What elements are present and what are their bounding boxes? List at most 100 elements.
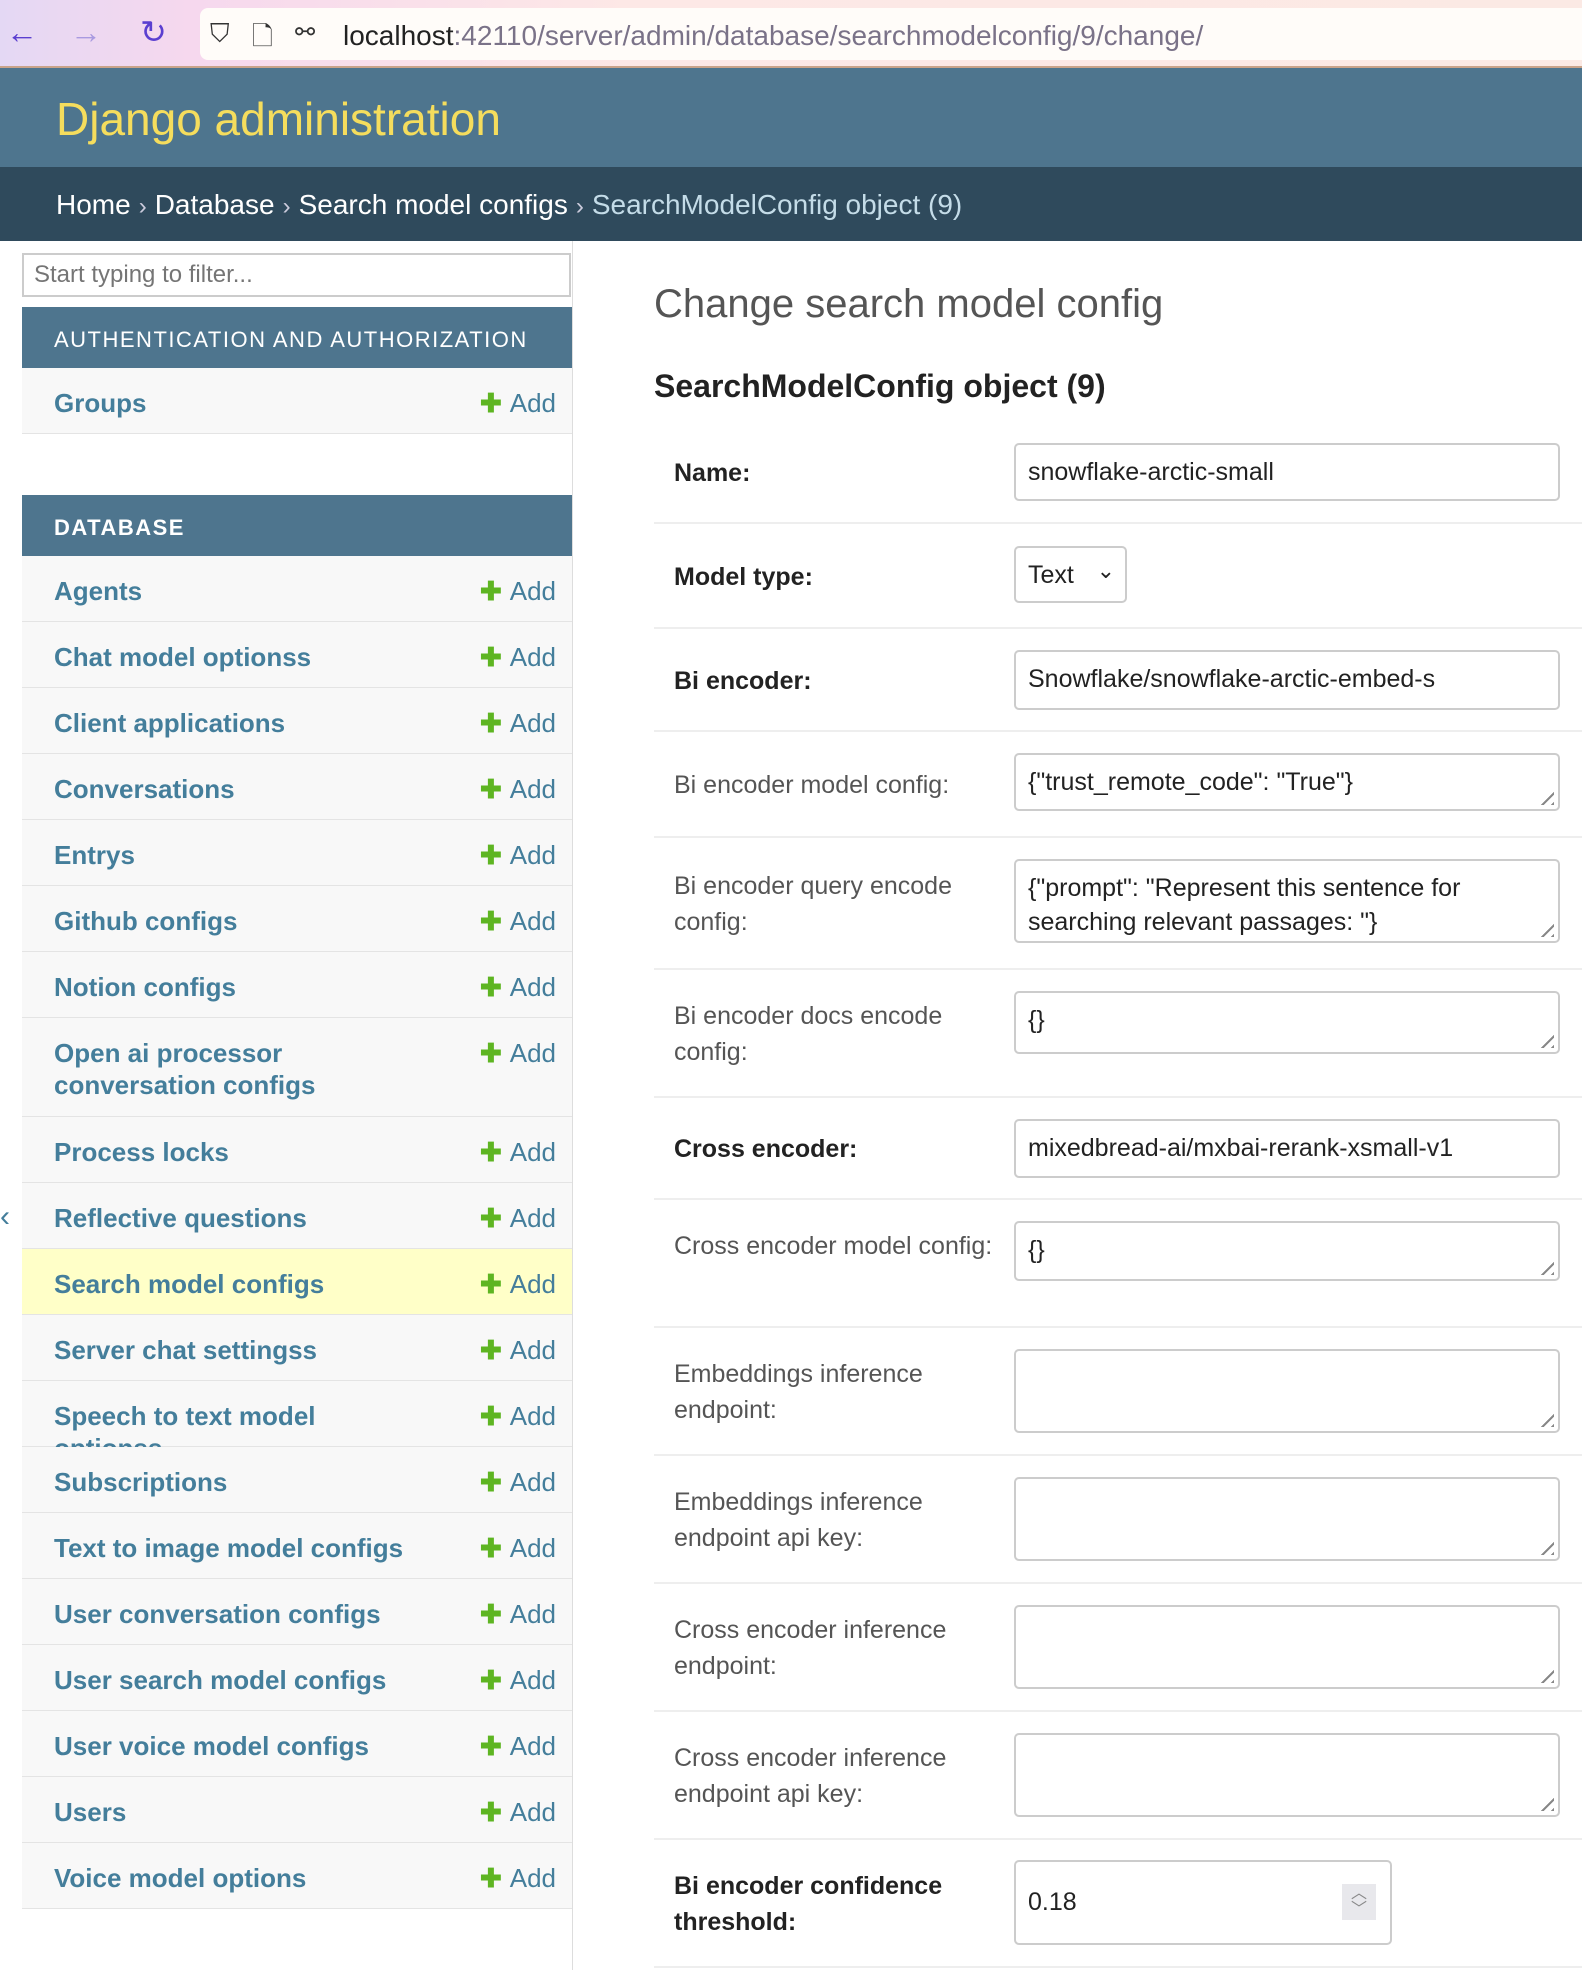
field-row-bi-encoder-docs-encode-config: Bi encoder docs encode config: {}: [654, 970, 1582, 1098]
add-open-ai-processor-conversation-configs-button[interactable]: ✚ Add: [480, 1037, 556, 1069]
add-conversations-button[interactable]: ✚ Add: [480, 773, 556, 805]
cross-encoder-input[interactable]: mixedbread-ai/mxbai-rerank-xsmall-v1: [1014, 1119, 1560, 1178]
breadcrumb-home[interactable]: Home: [56, 189, 131, 220]
breadcrumb-search-model-configs[interactable]: Search model configs: [298, 189, 568, 220]
sidebar-item-link[interactable]: User conversation configs: [54, 1599, 381, 1629]
embeddings-inference-endpoint-textarea[interactable]: [1014, 1349, 1560, 1433]
resize-handle-icon[interactable]: [1534, 785, 1554, 805]
bi-encoder-model-config-textarea[interactable]: {"trust_remote_code": "True"}: [1014, 753, 1560, 811]
add-chat-model-optionss-button[interactable]: ✚ Add: [480, 641, 556, 673]
add-speech-to-text-model-optionss-button[interactable]: ✚ Add: [480, 1400, 556, 1432]
sidebar-item-link[interactable]: Text to image model configs: [54, 1533, 404, 1563]
sidebar-item-link[interactable]: Users: [54, 1797, 127, 1827]
plus-icon: ✚: [479, 1731, 502, 1761]
forward-icon[interactable]: →: [70, 14, 102, 50]
sidebar-item-link[interactable]: Process locks: [54, 1137, 229, 1167]
resize-handle-icon[interactable]: [1534, 917, 1554, 937]
cross-encoder-inference-endpoint-textarea[interactable]: [1014, 1605, 1560, 1689]
resize-handle-icon[interactable]: [1534, 1535, 1554, 1555]
sidebar-item-link[interactable]: Entrys: [54, 840, 135, 870]
add-search-model-configs-button[interactable]: ✚ Add: [480, 1268, 556, 1300]
sidebar-filter-input[interactable]: [22, 253, 571, 297]
sidebar-item-link[interactable]: Subscriptions: [54, 1467, 228, 1497]
add-github-configs-button[interactable]: ✚ Add: [480, 905, 556, 937]
sidebar-item-link[interactable]: Chat model optionss: [54, 642, 312, 672]
section-caption-authentication-and-authorization[interactable]: AUTHENTICATION AND AUTHORIZATION: [22, 307, 572, 368]
sidebar-item-link[interactable]: Open ai processor conversation configs: [54, 1038, 316, 1100]
resize-handle-icon[interactable]: [1534, 1791, 1554, 1811]
resize-handle-icon[interactable]: [1534, 1407, 1554, 1427]
add-users-button[interactable]: ✚ Add: [480, 1796, 556, 1828]
breadcrumb-database[interactable]: Database: [154, 189, 275, 220]
sidebar-item-link[interactable]: Client applications: [54, 708, 286, 738]
sidebar-item-link[interactable]: Github configs: [54, 906, 238, 936]
bi-encoder-docs-encode-config-textarea[interactable]: {}: [1014, 991, 1560, 1054]
sidebar-item-notion-configs: Notion configs ✚ Add: [22, 952, 572, 1018]
resize-handle-icon[interactable]: [1534, 1028, 1554, 1048]
add-notion-configs-button[interactable]: ✚ Add: [480, 971, 556, 1003]
add-label: Add: [509, 774, 556, 804]
resize-handle-icon[interactable]: [1534, 1255, 1554, 1275]
add-subscriptions-button[interactable]: ✚ Add: [480, 1466, 556, 1498]
resize-handle-icon[interactable]: [1534, 1663, 1554, 1683]
add-user-voice-model-configs-button[interactable]: ✚ Add: [480, 1730, 556, 1762]
breadcrumb-separator: ›: [138, 193, 147, 220]
add-label: Add: [509, 708, 556, 738]
sidebar-item-link[interactable]: Notion configs: [54, 972, 236, 1002]
breadcrumb: Home › Database › Search model configs › Searc…: [0, 167, 1582, 241]
add-label: Add: [509, 1797, 556, 1827]
field-row-bi-encoder-model-config: Bi encoder model config: {"trust_remote_c…: [654, 732, 1582, 838]
add-reflective-questions-button[interactable]: ✚ Add: [480, 1202, 556, 1234]
sidebar-item-link[interactable]: Search model configs: [54, 1269, 325, 1299]
reload-icon[interactable]: ↻: [140, 14, 167, 50]
sidebar-item-link[interactable]: Reflective questions: [54, 1203, 307, 1233]
bi-encoder-input[interactable]: Snowflake/snowflake-arctic-embed-s: [1014, 650, 1560, 710]
add-user-conversation-configs-button[interactable]: ✚ Add: [480, 1598, 556, 1630]
add-user-search-model-configs-button[interactable]: ✚ Add: [480, 1664, 556, 1696]
name-input[interactable]: snowflake-arctic-small: [1014, 443, 1560, 501]
embeddings-inference-endpoint-api-key-textarea[interactable]: [1014, 1477, 1560, 1561]
sidebar-item-link[interactable]: Agents: [54, 576, 143, 606]
sidebar-item-link[interactable]: Conversations: [54, 774, 235, 804]
plus-icon: ✚: [479, 642, 502, 672]
add-label: Add: [509, 906, 556, 936]
plus-icon: ✚: [479, 840, 502, 870]
field-row-cross-encoder-model-config: Cross encoder model config: {}: [654, 1200, 1582, 1328]
sidebar-item-link[interactable]: Voice model options: [54, 1863, 307, 1893]
label-cross-encoder-inference-endpoint: Cross encoder inference endpoint:: [674, 1616, 947, 1680]
site-title[interactable]: Django administration: [56, 93, 501, 145]
address-bar[interactable]: ⛉ 🗋 ⚯ localhost:42110/server/admin/datab…: [200, 8, 1582, 60]
add-text-to-image-model-configs-button[interactable]: ✚ Add: [480, 1532, 556, 1564]
permissions-icon[interactable]: ⚯: [295, 19, 316, 46]
cross-encoder-model-config-textarea[interactable]: {}: [1014, 1221, 1560, 1281]
model-type-select[interactable]: Text ⌄: [1014, 546, 1127, 603]
add-client-applications-button[interactable]: ✚ Add: [480, 707, 556, 739]
spinner-icon[interactable]: ︿ ﹀: [1342, 1884, 1376, 1920]
label-bi-encoder-docs-encode-config: Bi encoder docs encode config:: [674, 1002, 943, 1066]
label-bi-encoder-query-encode-config: Bi encoder query encode config:: [674, 872, 952, 936]
add-agents-button[interactable]: ✚ Add: [480, 575, 556, 607]
add-label: Add: [509, 1731, 556, 1761]
collapse-sidebar-icon[interactable]: ‹: [0, 1200, 10, 1233]
browser-toolbar: ← → ↻ ⛉ 🗋 ⚯ localhost:42110/server/admin…: [0, 0, 1582, 68]
label-bi-encoder-confidence-threshold: Bi encoder confidence threshold:: [674, 1872, 943, 1936]
section-caption-database[interactable]: DATABASE: [22, 495, 572, 556]
sidebar-item-link[interactable]: Server chat settingss: [54, 1335, 318, 1365]
sidebar-item-client-applications: Client applications ✚ Add: [22, 688, 572, 754]
bi-encoder-query-encode-config-textarea[interactable]: {"prompt": "Represent this sentence for …: [1014, 859, 1560, 943]
shield-icon[interactable]: ⛉: [210, 18, 230, 48]
back-icon[interactable]: ←: [6, 14, 38, 50]
add-label: Add: [509, 1665, 556, 1695]
sidebar-item-reflective-questions: Reflective questions ✚ Add: [22, 1183, 572, 1249]
url-text[interactable]: localhost:42110/server/admin/database/se…: [343, 20, 1203, 52]
add-voice-model-options-button[interactable]: ✚ Add: [480, 1862, 556, 1894]
add-entrys-button[interactable]: ✚ Add: [480, 839, 556, 871]
cross-encoder-inference-endpoint-api-key-textarea[interactable]: [1014, 1733, 1560, 1817]
add-process-locks-button[interactable]: ✚ Add: [480, 1136, 556, 1168]
add-server-chat-settingss-button[interactable]: ✚ Add: [480, 1334, 556, 1366]
sidebar-item-link[interactable]: User voice model configs: [54, 1731, 369, 1761]
sidebar-item-link[interactable]: User search model configs: [54, 1665, 387, 1695]
sidebar-item-link[interactable]: Groups: [54, 388, 147, 418]
bi-encoder-confidence-threshold-input[interactable]: 0.18 ︿ ﹀: [1014, 1860, 1392, 1945]
add-groups-button[interactable]: ✚ Add: [480, 387, 556, 419]
